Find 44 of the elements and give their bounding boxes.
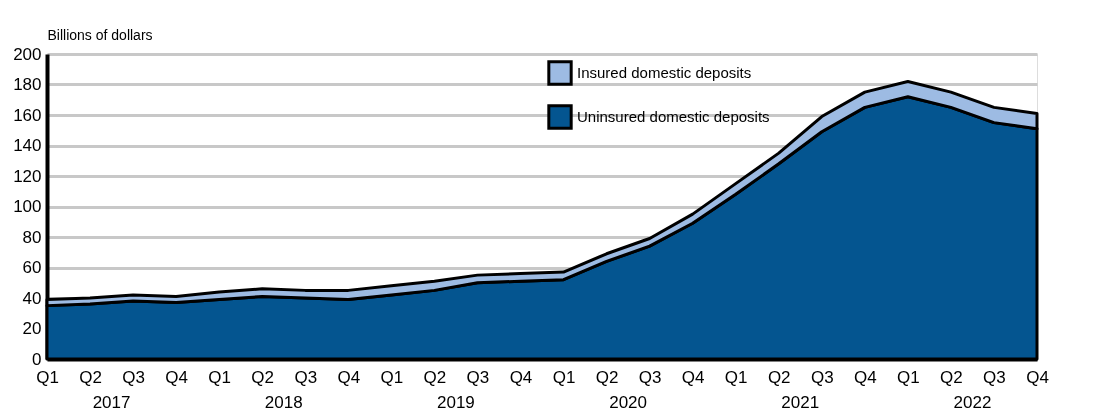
x-tick-label: Q2 — [251, 367, 275, 387]
y-tick-label: 160 — [13, 105, 42, 125]
text: 2022 — [953, 393, 992, 412]
x-tick-label: Q4 — [509, 367, 533, 387]
x-tick-label: Q1 — [36, 367, 59, 387]
y-tick-label: 40 — [22, 288, 42, 308]
x-tick-label: Q3 — [294, 367, 318, 387]
x-tick-label: Q1 — [208, 367, 232, 387]
x-tick-label: Q2 — [79, 367, 102, 387]
y-tick-label: 80 — [22, 227, 42, 247]
x-tick-label: Q3 — [983, 367, 1006, 387]
x-tick-label: Q2 — [423, 367, 447, 387]
x-tick-label: Q1 — [724, 367, 748, 387]
y-tick-label: 200 — [13, 44, 42, 64]
legend-label: Uninsured domestic deposits — [577, 108, 770, 125]
x-tick-label: Q4 — [681, 367, 705, 387]
x-tick-label: Q2 — [767, 367, 791, 387]
text: 2021 — [781, 393, 820, 412]
x-tick-label: Q3 — [466, 367, 490, 387]
y-tick-label: 100 — [13, 197, 42, 216]
text: 2019 — [437, 393, 475, 412]
y-axis-title: Billions of dollars — [47, 26, 153, 43]
text: 2017 — [92, 393, 131, 412]
legend-label: Insured domestic deposits — [577, 64, 752, 81]
x-tick-label: Q1 — [380, 367, 404, 387]
x-tick-label: Q2 — [940, 367, 963, 387]
x-tick-label: Q1 — [897, 367, 920, 387]
x-tick-label: Q4 — [165, 367, 188, 387]
x-tick-label: Q3 — [810, 367, 834, 387]
x-tick-label: Q4 — [337, 367, 361, 387]
text: 2018 — [264, 393, 303, 412]
x-tick-label: Q4 — [1026, 367, 1049, 387]
text: 2020 — [609, 393, 647, 412]
y-tick-label: 180 — [13, 75, 42, 94]
y-tick-label: 140 — [13, 136, 42, 155]
x-tick-label: Q3 — [638, 367, 662, 387]
x-tick-label: Q1 — [552, 367, 576, 387]
y-tick-label: 20 — [22, 319, 42, 338]
y-tick-label: 120 — [13, 166, 42, 186]
y-tick-label: 60 — [22, 258, 42, 277]
x-tick-label: Q4 — [853, 367, 877, 387]
x-tick-label: Q3 — [122, 367, 145, 387]
x-tick-label: Q2 — [595, 367, 619, 387]
y-tick-label: 0 — [32, 349, 42, 369]
